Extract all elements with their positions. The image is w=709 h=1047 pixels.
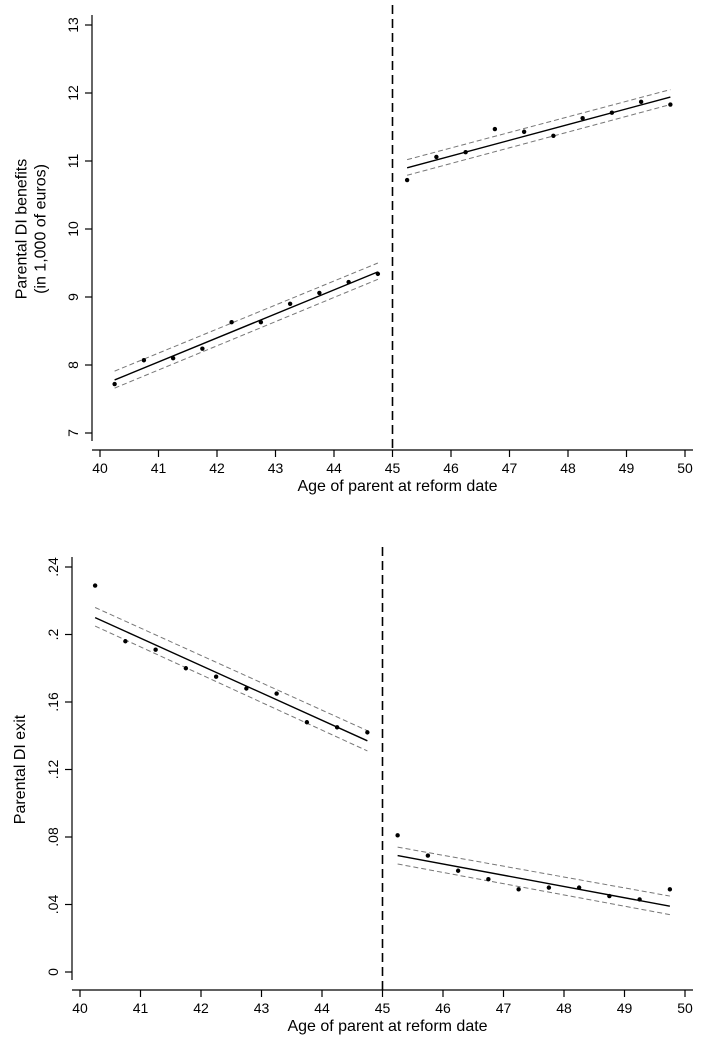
fit-line xyxy=(397,854,671,907)
data-point xyxy=(668,102,673,107)
y-tick-label: 12 xyxy=(65,85,81,101)
data-point xyxy=(170,356,176,361)
data-point xyxy=(274,691,279,696)
data-point xyxy=(183,666,189,671)
data-point xyxy=(434,154,439,160)
fit-line xyxy=(114,271,379,381)
x-tick-label: 48 xyxy=(560,460,576,476)
y-tick-label: .24 xyxy=(45,557,61,577)
data-point xyxy=(123,639,128,644)
data-point xyxy=(425,853,431,858)
y-tick-label: 8 xyxy=(65,361,81,369)
y-tick-label: 13 xyxy=(65,17,81,33)
data-point xyxy=(486,876,491,882)
data-point xyxy=(551,133,556,139)
y-tick-label: 7 xyxy=(65,429,81,437)
data-point xyxy=(365,730,370,735)
data-point xyxy=(395,833,400,838)
panel-parental-di-benefits: 7 8 9 10 11 12 13 40 41 42 43 44 45 46 47 48 49 50 Age of … xyxy=(14,5,693,495)
ci-lower-line xyxy=(114,278,379,389)
x-tick-label: 49 xyxy=(617,1000,633,1016)
data-point xyxy=(455,868,461,873)
y-tick-label: 0 xyxy=(45,968,61,976)
panel-parental-di-exit: 0 .04 .08 .12 .16 .2 .24 40 41 42 43 44 45 46 47 48 49 50… xyxy=(12,547,693,1035)
x-tick-label: 42 xyxy=(209,460,225,476)
data-point xyxy=(521,129,527,134)
y-tick-label: .16 xyxy=(45,692,61,712)
data-point xyxy=(304,720,310,725)
y-tick-label: 10 xyxy=(65,221,81,237)
x-tick-label: 50 xyxy=(677,1000,693,1016)
data-point xyxy=(375,271,381,277)
data-point xyxy=(607,893,612,899)
ci-lower-line xyxy=(406,104,671,176)
data-point xyxy=(404,177,410,183)
ci-lower-line xyxy=(397,863,670,916)
x-tick-label: 41 xyxy=(133,1000,149,1016)
data-point xyxy=(112,381,117,387)
data-point xyxy=(463,149,468,155)
x-tick-label: 44 xyxy=(326,460,342,476)
x-tick-label: 50 xyxy=(677,460,693,476)
y-tick-label: .12 xyxy=(45,760,61,780)
ci-upper-line xyxy=(406,89,671,161)
x-tick-label: 40 xyxy=(72,1000,88,1016)
y-tick-label: .2 xyxy=(45,628,61,640)
y-tick-label: .08 xyxy=(45,827,61,847)
data-point xyxy=(638,99,644,105)
x-tick-label: 45 xyxy=(385,460,401,476)
data-point xyxy=(576,885,582,890)
x-tick-label: 41 xyxy=(151,460,167,476)
data-point xyxy=(244,686,249,691)
y-tick-label: 9 xyxy=(65,293,81,301)
data-point xyxy=(492,126,498,132)
x-tick-label: 45 xyxy=(375,1000,391,1016)
x-tick-label: 44 xyxy=(314,1000,330,1016)
data-point xyxy=(346,279,351,285)
x-tick-label: 47 xyxy=(496,1000,512,1016)
data-point xyxy=(200,346,205,351)
data-point xyxy=(258,319,264,325)
x-tick-label: 40 xyxy=(92,460,108,476)
x-tick-label: 43 xyxy=(268,460,284,476)
data-point xyxy=(287,301,293,306)
y-axis-label: Parental DI exit xyxy=(12,714,29,824)
data-point xyxy=(637,897,642,902)
data-point xyxy=(153,647,158,652)
x-tick-label: 49 xyxy=(619,460,635,476)
y-tick-label: .04 xyxy=(45,895,61,915)
ci-upper-line xyxy=(114,262,379,372)
data-point xyxy=(516,887,521,892)
fit-line xyxy=(406,96,671,169)
x-tick-label: 47 xyxy=(502,460,518,476)
x-tick-label: 42 xyxy=(193,1000,209,1016)
data-point xyxy=(667,887,673,892)
fit-line xyxy=(94,616,368,742)
ci-upper-line xyxy=(94,607,368,732)
x-axis-label: Age of parent at reform date xyxy=(287,1018,487,1035)
y-axis-label: (in 1,000 of euros) xyxy=(33,164,50,294)
data-point xyxy=(92,583,98,588)
y-tick-label: 11 xyxy=(65,154,81,169)
x-tick-label: 46 xyxy=(443,460,459,476)
data-point xyxy=(546,885,552,890)
data-point xyxy=(609,110,615,115)
data-point xyxy=(334,725,340,730)
ci-upper-line xyxy=(397,846,670,897)
y-axis-label: Parental DI benefits xyxy=(14,159,31,300)
ci-lower-line xyxy=(94,625,368,752)
data-point xyxy=(141,358,147,363)
x-tick-label: 46 xyxy=(435,1000,451,1016)
x-axis-label: Age of parent at reform date xyxy=(297,478,497,495)
data-point xyxy=(580,115,585,121)
data-point xyxy=(229,319,234,325)
data-point xyxy=(213,674,219,679)
x-tick-label: 48 xyxy=(556,1000,572,1016)
x-tick-label: 43 xyxy=(254,1000,270,1016)
data-point xyxy=(317,290,322,296)
